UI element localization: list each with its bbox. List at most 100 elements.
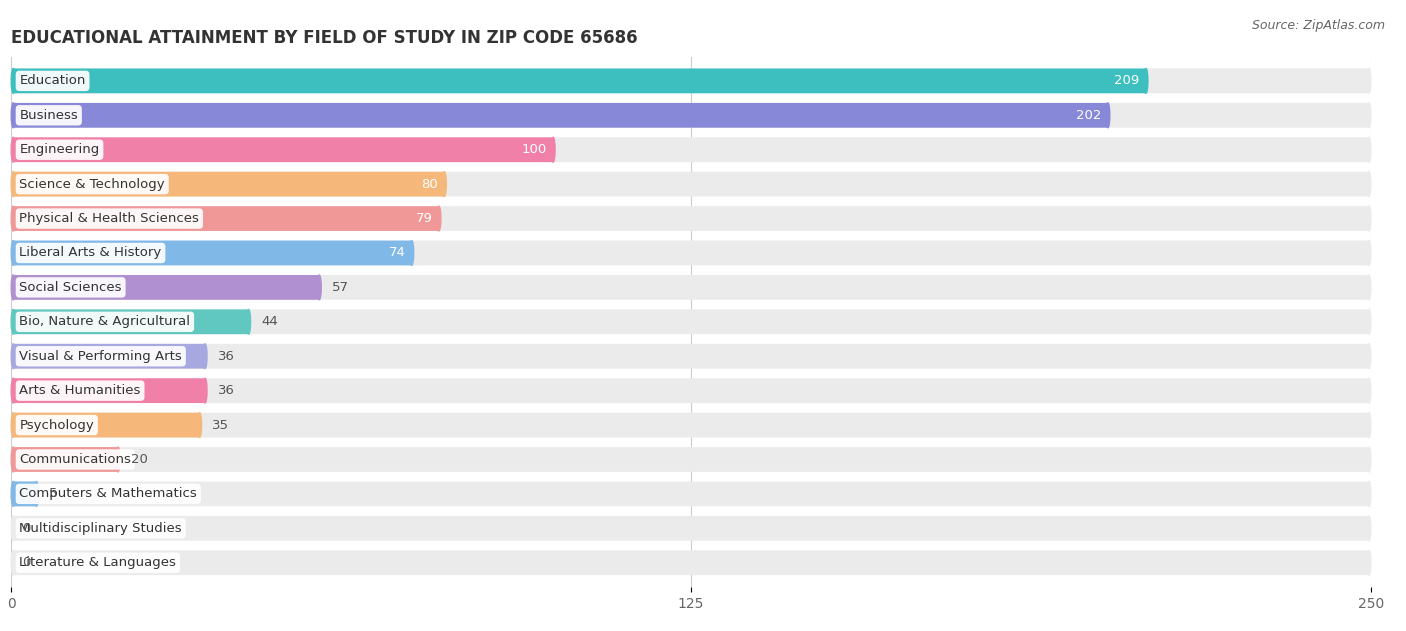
Circle shape — [11, 240, 15, 266]
Circle shape — [198, 413, 201, 437]
Text: Business: Business — [20, 109, 79, 122]
Circle shape — [11, 240, 15, 266]
FancyBboxPatch shape — [13, 481, 1369, 506]
Text: 80: 80 — [422, 178, 439, 191]
Text: Physical & Health Sciences: Physical & Health Sciences — [20, 212, 200, 225]
FancyBboxPatch shape — [13, 172, 1369, 196]
FancyBboxPatch shape — [13, 447, 118, 472]
Circle shape — [1367, 378, 1371, 403]
Circle shape — [202, 344, 207, 369]
FancyBboxPatch shape — [13, 172, 444, 196]
Circle shape — [1107, 103, 1109, 127]
FancyBboxPatch shape — [13, 413, 200, 437]
FancyBboxPatch shape — [13, 378, 205, 403]
Circle shape — [11, 172, 15, 196]
Circle shape — [1367, 516, 1371, 541]
Text: 74: 74 — [388, 247, 405, 259]
FancyBboxPatch shape — [13, 206, 439, 231]
Circle shape — [11, 172, 15, 196]
FancyBboxPatch shape — [13, 69, 1146, 93]
Circle shape — [11, 69, 15, 93]
Circle shape — [1367, 103, 1371, 127]
FancyBboxPatch shape — [13, 103, 1369, 127]
Text: Liberal Arts & History: Liberal Arts & History — [20, 247, 162, 259]
Circle shape — [11, 344, 15, 369]
Text: 100: 100 — [522, 143, 547, 156]
Circle shape — [318, 275, 321, 300]
Circle shape — [1367, 172, 1371, 196]
Circle shape — [11, 413, 15, 437]
FancyBboxPatch shape — [13, 138, 553, 162]
Text: Visual & Performing Arts: Visual & Performing Arts — [20, 350, 183, 363]
FancyBboxPatch shape — [13, 206, 1369, 231]
Text: Psychology: Psychology — [20, 418, 94, 432]
Text: 202: 202 — [1076, 109, 1102, 122]
Circle shape — [11, 275, 15, 300]
Circle shape — [11, 103, 15, 127]
Circle shape — [11, 447, 15, 472]
Text: 57: 57 — [332, 281, 349, 294]
Circle shape — [409, 240, 413, 266]
Text: 44: 44 — [262, 316, 278, 328]
FancyBboxPatch shape — [13, 481, 37, 506]
Text: Source: ZipAtlas.com: Source: ZipAtlas.com — [1251, 19, 1385, 32]
Circle shape — [11, 103, 15, 127]
FancyBboxPatch shape — [13, 344, 1369, 369]
Text: Computers & Mathematics: Computers & Mathematics — [20, 487, 197, 500]
Circle shape — [551, 138, 555, 162]
Text: 20: 20 — [131, 453, 148, 466]
Circle shape — [11, 138, 15, 162]
FancyBboxPatch shape — [13, 309, 249, 334]
Circle shape — [11, 550, 15, 575]
Text: Science & Technology: Science & Technology — [20, 178, 165, 191]
Text: 35: 35 — [212, 418, 229, 432]
FancyBboxPatch shape — [13, 413, 1369, 437]
Circle shape — [11, 378, 15, 403]
Circle shape — [11, 206, 15, 231]
Circle shape — [1367, 309, 1371, 334]
Circle shape — [11, 206, 15, 231]
FancyBboxPatch shape — [13, 240, 412, 266]
FancyBboxPatch shape — [13, 275, 1369, 300]
Text: Bio, Nature & Agricultural: Bio, Nature & Agricultural — [20, 316, 190, 328]
Circle shape — [11, 275, 15, 300]
Circle shape — [11, 481, 15, 506]
Circle shape — [1367, 481, 1371, 506]
Text: Multidisciplinary Studies: Multidisciplinary Studies — [20, 522, 181, 535]
Circle shape — [246, 309, 250, 334]
Text: 0: 0 — [22, 557, 31, 569]
Text: 209: 209 — [1115, 74, 1140, 87]
FancyBboxPatch shape — [13, 550, 1369, 575]
FancyBboxPatch shape — [13, 378, 1369, 403]
Circle shape — [1367, 447, 1371, 472]
Circle shape — [11, 138, 15, 162]
Circle shape — [11, 481, 15, 506]
Circle shape — [1367, 275, 1371, 300]
Circle shape — [1367, 206, 1371, 231]
FancyBboxPatch shape — [13, 69, 1369, 93]
Circle shape — [11, 378, 15, 403]
Circle shape — [117, 447, 120, 472]
Circle shape — [1367, 138, 1371, 162]
Circle shape — [11, 516, 15, 541]
Circle shape — [1367, 550, 1371, 575]
Text: 36: 36 — [218, 384, 235, 397]
Text: Arts & Humanities: Arts & Humanities — [20, 384, 141, 397]
Circle shape — [11, 447, 15, 472]
FancyBboxPatch shape — [13, 516, 1369, 541]
Circle shape — [1367, 69, 1371, 93]
Text: 79: 79 — [416, 212, 433, 225]
FancyBboxPatch shape — [13, 447, 1369, 472]
Circle shape — [11, 309, 15, 334]
Circle shape — [1144, 69, 1147, 93]
FancyBboxPatch shape — [13, 240, 1369, 266]
Circle shape — [437, 206, 441, 231]
FancyBboxPatch shape — [13, 309, 1369, 334]
Text: EDUCATIONAL ATTAINMENT BY FIELD OF STUDY IN ZIP CODE 65686: EDUCATIONAL ATTAINMENT BY FIELD OF STUDY… — [11, 29, 638, 47]
FancyBboxPatch shape — [13, 103, 1108, 127]
Text: Engineering: Engineering — [20, 143, 100, 156]
Circle shape — [202, 378, 207, 403]
Circle shape — [35, 481, 38, 506]
Circle shape — [1367, 413, 1371, 437]
Circle shape — [11, 344, 15, 369]
